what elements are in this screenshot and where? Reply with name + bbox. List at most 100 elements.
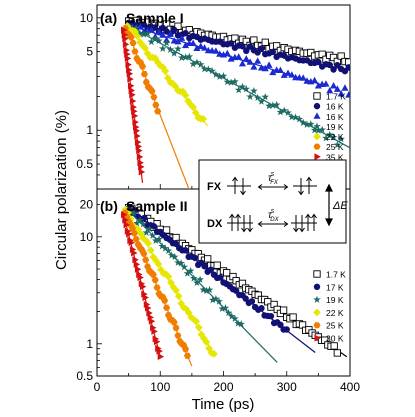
data-point [142,256,150,263]
data-point [280,106,289,114]
data-point [145,224,154,233]
fx-exchange-arrow [257,184,289,190]
data-point [155,36,163,45]
data-point [153,338,161,346]
data-point [182,41,190,49]
data-point [140,21,148,28]
data-point [276,108,285,116]
x-tick-label: 100 [150,380,170,394]
data-point [202,286,211,295]
data-point [133,127,141,135]
data-point [239,43,246,50]
data-point [311,76,319,84]
data-point [139,220,147,228]
data-point [143,29,152,37]
y-tick-label: 0.5 [76,369,93,383]
data-point [161,244,170,252]
legend-label: 22 K [326,308,344,318]
data-point [238,82,247,90]
data-point [142,228,151,236]
data-point [122,40,130,48]
data-point [315,58,322,66]
data-point [138,168,146,176]
data-point [193,44,201,51]
data-point [146,246,155,255]
data-point [223,49,231,57]
data-point [284,69,292,76]
data-point [127,82,135,90]
data-point [167,278,175,287]
legend-marker [313,295,321,303]
fx-state-right [293,176,317,196]
data-point [172,233,180,242]
energy-gap-arrow [325,183,333,227]
data-point [161,297,169,304]
data-point [141,44,149,52]
data-point [136,147,143,155]
data-point [200,64,209,73]
data-point [177,259,185,267]
legend-marker [313,143,321,150]
data-point [277,321,284,329]
data-point [122,35,129,43]
data-point [295,115,304,123]
data-point [121,211,128,219]
data-point [201,263,208,270]
data-point [127,75,134,83]
data-point [231,77,239,85]
data-point [269,48,277,56]
data-point [215,72,224,80]
data-point [212,47,220,54]
data-point [156,347,163,355]
data-point [170,26,178,34]
legend-marker [313,283,321,291]
data-point [129,91,136,99]
y-tick-label: 10 [80,11,94,25]
data-point [193,58,201,66]
y-tick-label: 1 [86,337,93,351]
data-point [185,26,193,34]
data-point [189,39,197,47]
panel-a-data [121,16,350,189]
x-tick-labels: 0 100 200 300 400 [94,380,361,394]
data-point [128,225,136,232]
data-point [189,103,197,111]
dx-state-left [227,213,253,233]
data-point [212,294,220,303]
data-point [257,97,266,105]
data-point [132,236,140,243]
legend-label: 1.7 K [326,270,346,280]
data-point [140,71,148,78]
fit-line-19-k-3 [128,25,350,149]
data-point [133,219,141,227]
legend-marker [313,102,321,110]
data-point [181,53,190,61]
data-point [261,64,269,72]
legend-marker [313,270,321,278]
data-point [322,134,330,142]
data-point [272,42,281,50]
panel-a-label: (a) [100,10,117,26]
data-point [182,346,190,353]
y-tick-label: 20 [80,198,94,212]
data-point [248,298,256,305]
data-point [235,53,243,60]
data-point [126,230,133,238]
data-point [253,93,262,102]
panel-a-legend: 1.7 K16 K16 K19 K22 K25 K35 K [313,92,346,162]
data-point [148,317,156,325]
data-point [191,254,199,262]
energy-level-inset: FX DX τs FX [198,159,348,244]
data-point [186,266,195,275]
data-point [197,42,205,50]
data-point [337,135,345,143]
data-point [129,209,138,217]
data-point [174,22,182,30]
data-point [269,68,277,76]
data-point [250,63,258,70]
legend-label: 35 K [326,152,344,162]
data-point [223,77,232,86]
data-point [171,82,180,91]
data-point [231,314,239,322]
data-point [131,112,139,120]
